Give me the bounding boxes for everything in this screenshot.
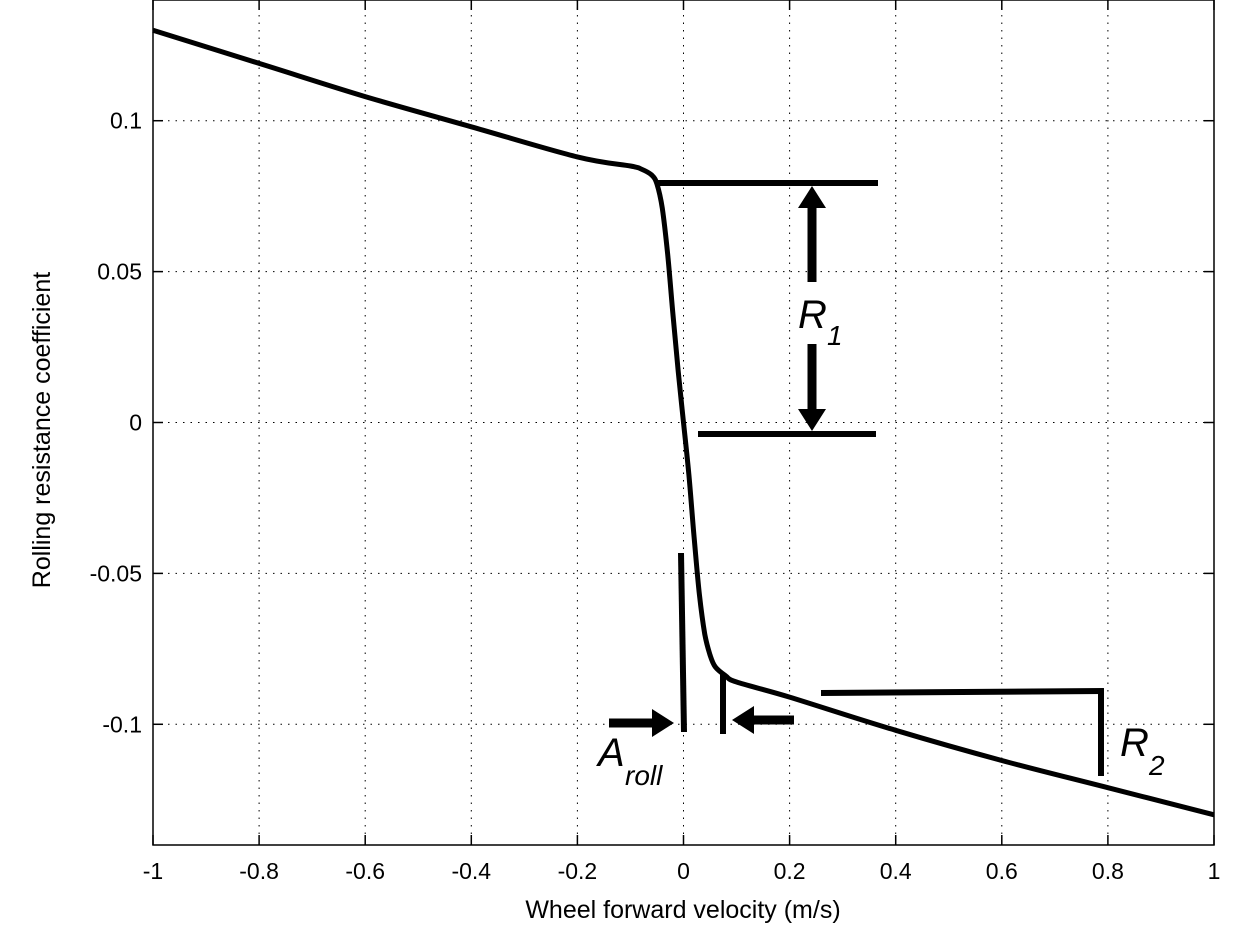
x-tick-label: -0.8: [239, 858, 279, 884]
annotation-r2: R2: [820, 688, 1165, 781]
series-layer: [152, 27, 1215, 818]
series-line: [152, 27, 1215, 818]
r1-up-arrowhead: [798, 186, 826, 208]
x-tick-label: -0.4: [451, 858, 491, 884]
aroll-label: A: [596, 731, 625, 775]
r2-label-subscript: 2: [1148, 750, 1165, 781]
r1-label-subscript: 1: [827, 320, 843, 351]
x-axis-label: Wheel forward velocity (m/s): [525, 896, 840, 924]
r1-label: R: [798, 293, 827, 337]
aroll-label-subscript: roll: [625, 760, 663, 791]
x-tick-label: 0.8: [1092, 858, 1124, 884]
y-tick-label: -0.1: [102, 711, 142, 737]
y-tick-label: 0.1: [110, 108, 142, 134]
x-tick-label: 1: [1208, 858, 1221, 884]
ticks-layer: -1 -0.8 -0.6 -0.4 -0.2 0 0.2 0.4 0.6 0.8 1 -0.1 -0.0…: [90, 0, 1221, 884]
aroll-right-arrowhead: [652, 709, 674, 737]
x-tick-label: 0.2: [774, 858, 806, 884]
y-axis-label: Rolling resistance coefficient: [28, 272, 56, 588]
x-tick-label: -1: [143, 858, 163, 884]
y-tick-label: -0.05: [90, 560, 142, 586]
y-tick-label: 0: [129, 410, 142, 436]
x-tick-label: 0.4: [880, 858, 912, 884]
y-tick-label: 0.05: [97, 259, 142, 285]
r1-down-arrowhead: [798, 409, 826, 431]
aroll-left-arrowhead: [732, 706, 754, 734]
x-tick-label: 0: [677, 858, 690, 884]
r2-label: R: [1120, 721, 1149, 765]
x-tick-label: -0.2: [558, 858, 598, 884]
aroll-left-bar: [678, 552, 687, 733]
x-tick-label: -0.6: [345, 858, 385, 884]
x-tick-label: 0.6: [986, 858, 1018, 884]
r2-horizontal-bar: [820, 688, 1105, 696]
